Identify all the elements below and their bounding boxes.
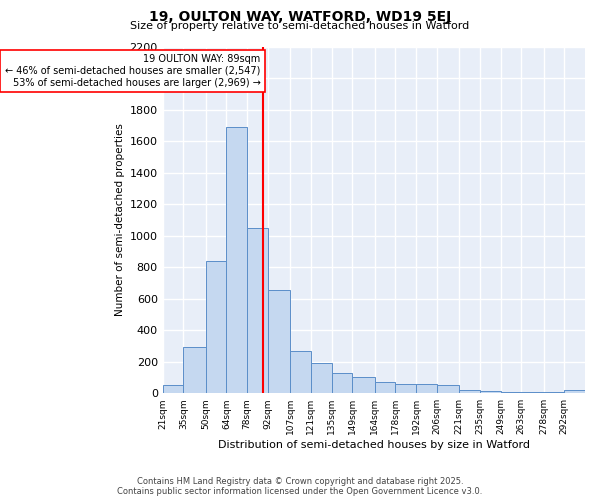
X-axis label: Distribution of semi-detached houses by size in Watford: Distribution of semi-detached houses by …	[218, 440, 530, 450]
Bar	[564, 390, 585, 393]
Bar	[459, 390, 480, 393]
Bar	[332, 372, 352, 393]
Bar	[374, 382, 395, 393]
Bar	[206, 261, 226, 393]
Bar	[311, 364, 332, 393]
Text: 19, OULTON WAY, WATFORD, WD19 5EJ: 19, OULTON WAY, WATFORD, WD19 5EJ	[149, 10, 451, 24]
Bar	[352, 378, 374, 393]
Bar	[226, 127, 247, 393]
Text: 19 OULTON WAY: 89sqm
← 46% of semi-detached houses are smaller (2,547)
53% of se: 19 OULTON WAY: 89sqm ← 46% of semi-detac…	[5, 54, 260, 88]
Text: Contains HM Land Registry data © Crown copyright and database right 2025.
Contai: Contains HM Land Registry data © Crown c…	[118, 476, 482, 496]
Bar	[163, 386, 184, 393]
Bar	[184, 346, 206, 393]
Bar	[521, 392, 544, 393]
Bar	[544, 392, 564, 393]
Bar	[268, 290, 290, 393]
Bar	[290, 350, 311, 393]
Bar	[395, 384, 416, 393]
Bar	[416, 384, 437, 393]
Bar	[500, 392, 521, 393]
Bar	[247, 228, 268, 393]
Bar	[480, 392, 500, 393]
Y-axis label: Number of semi-detached properties: Number of semi-detached properties	[115, 124, 125, 316]
Text: Size of property relative to semi-detached houses in Watford: Size of property relative to semi-detach…	[130, 21, 470, 31]
Bar	[437, 384, 459, 393]
